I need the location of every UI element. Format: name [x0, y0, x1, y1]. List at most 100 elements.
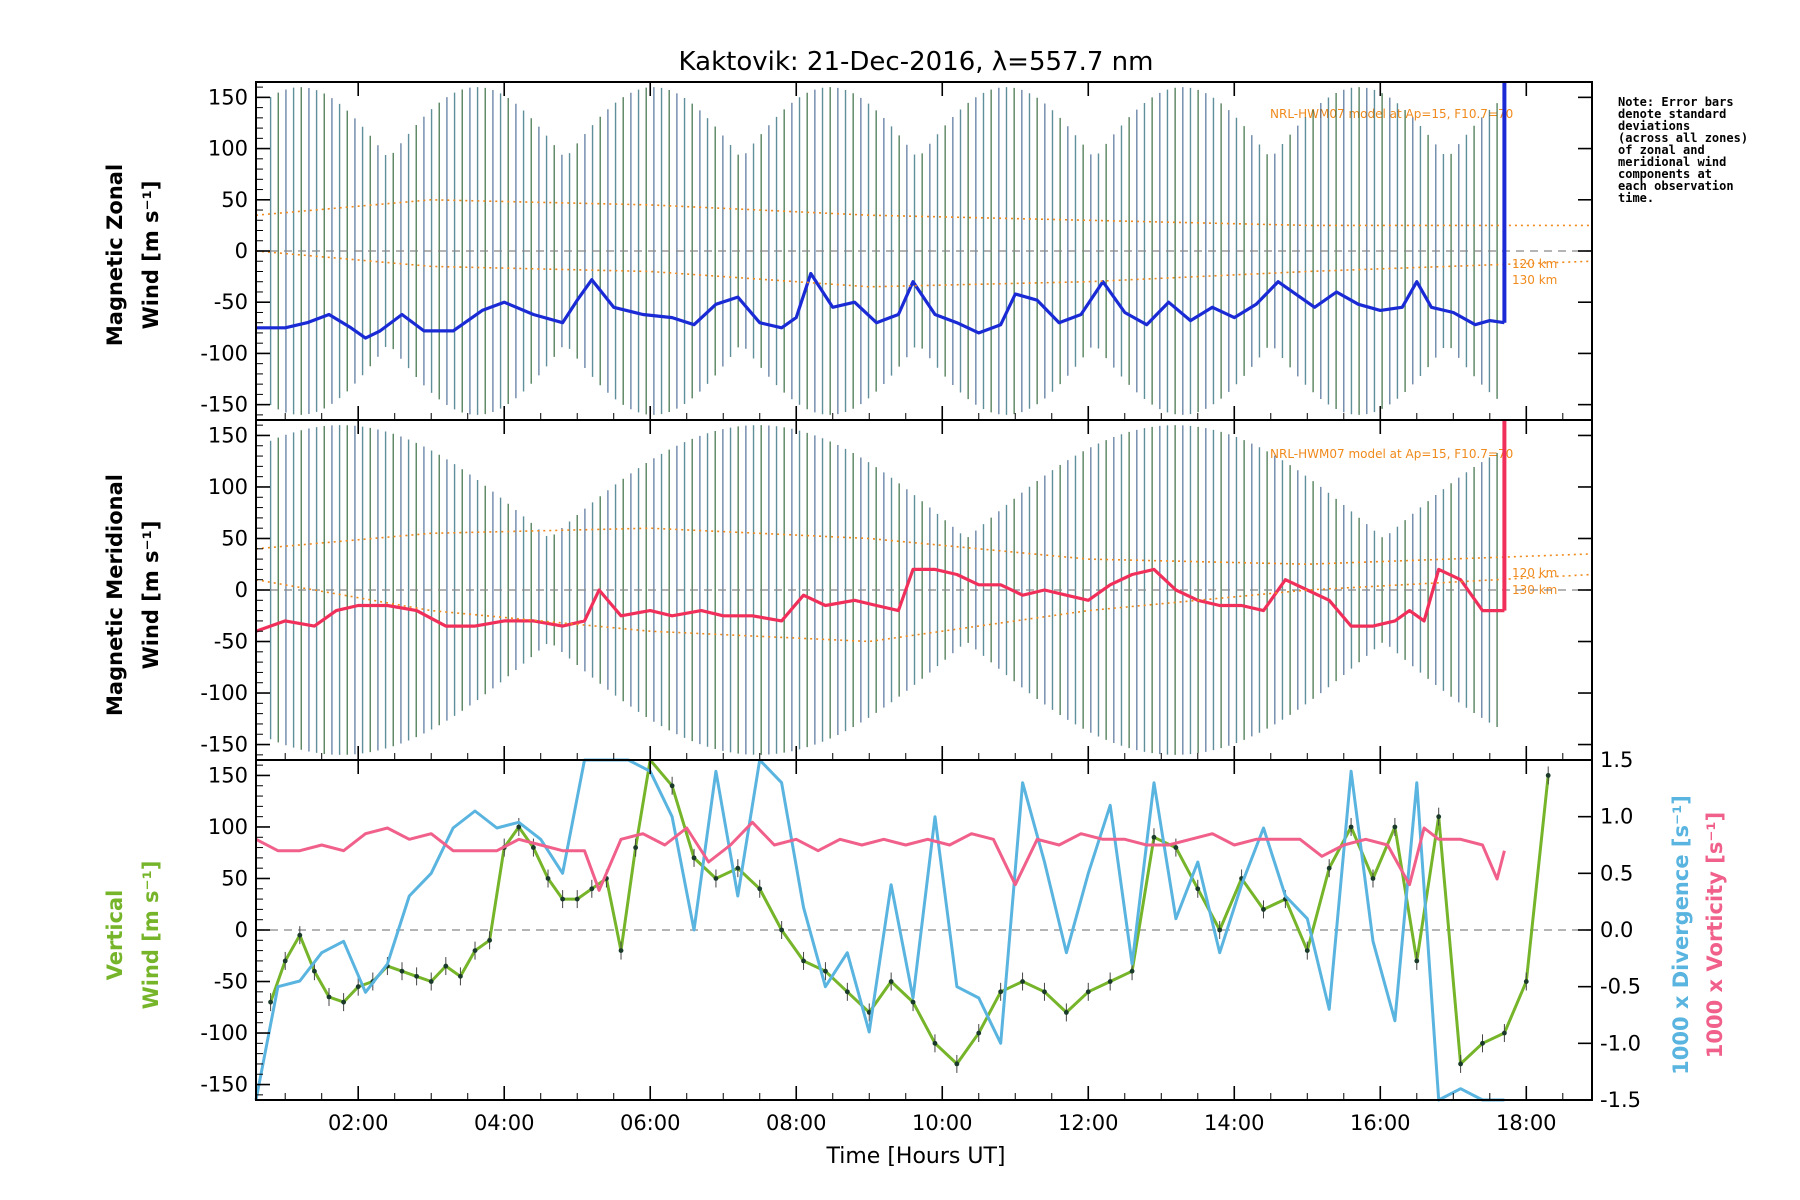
- x-tick-label: 04:00: [474, 1111, 535, 1135]
- y-tick-label: 100: [208, 137, 248, 161]
- y-tick-label: -100: [200, 681, 248, 705]
- vorticity-ylabel: 1000 x Vorticity [s⁻¹]: [1703, 812, 1727, 1058]
- vertical-point: [589, 886, 595, 892]
- y-tick-label: 50: [221, 188, 248, 212]
- note-line-7: components at: [1618, 167, 1712, 181]
- vertical-point: [844, 989, 850, 995]
- x-tick-label: 12:00: [1058, 1111, 1119, 1135]
- meridional-alt-label-120: 120 km: [1512, 566, 1557, 580]
- vertical-point: [998, 989, 1004, 995]
- zonal-model-label: NRL-HWM07 model at Ap=15, F10.7=70: [1270, 107, 1513, 121]
- vertical-point: [1501, 1030, 1507, 1036]
- note-line-3: deviations: [1618, 119, 1690, 133]
- y-tick-label: 0: [235, 239, 248, 263]
- y-tick-label: -150: [200, 393, 248, 417]
- vertical-point: [669, 783, 675, 789]
- vertical-point: [976, 1030, 982, 1036]
- y2-tick-label: -0.5: [1600, 975, 1641, 999]
- vertical-point: [312, 968, 317, 974]
- series-line: [255, 567, 1505, 633]
- series-line: [255, 250, 1593, 288]
- axes-layer: -150 -100 -50 0 50 100 150 -150 -100 -50 0 50 100 150…: [200, 81, 1641, 1135]
- vertical-point: [1348, 824, 1354, 830]
- zonal-ylabel-line1: Magnetic Zonal: [103, 164, 127, 346]
- vertical-point: [1129, 968, 1135, 974]
- vertical-point: [932, 1040, 938, 1046]
- y2-tick-label: 0.0: [1600, 918, 1633, 942]
- chart-title: Kaktovik: 21-Dec-2016, λ=557.7 nm: [679, 47, 1154, 77]
- y-tick-label: 150: [208, 423, 248, 447]
- y-tick-label: 150: [208, 85, 248, 109]
- vertical-point: [458, 973, 463, 979]
- vertical-point: [545, 876, 551, 881]
- vertical-point: [1458, 1061, 1463, 1067]
- vertical-point: [1085, 989, 1091, 995]
- vertical-point: [560, 896, 566, 902]
- y2-tick-label: 1.0: [1600, 805, 1633, 829]
- vertical-point: [691, 855, 697, 861]
- y2-tick-label: -1.0: [1600, 1031, 1641, 1055]
- vertical-point: [531, 845, 536, 850]
- vertical-point: [801, 958, 806, 964]
- vertical-point: [888, 979, 894, 984]
- x-tick-label: 08:00: [766, 1111, 827, 1135]
- vertical-point: [282, 958, 288, 964]
- x-tick-label: 02:00: [328, 1111, 389, 1135]
- y2-tick-label: 1.5: [1600, 748, 1633, 772]
- note-line-6: meridional wind: [1618, 155, 1726, 169]
- y-tick-label: -50: [214, 970, 248, 994]
- y-tick-label: -50: [214, 290, 248, 314]
- vertical-point: [757, 886, 763, 892]
- y-tick-label: -150: [200, 733, 248, 757]
- note-line-2: denote standard: [1618, 107, 1726, 121]
- vertical-point: [516, 824, 522, 830]
- vertical-point: [779, 927, 785, 933]
- vertical-point: [1392, 824, 1398, 830]
- y-tick-label: -100: [200, 1021, 248, 1045]
- y2-tick-label: -1.5: [1600, 1088, 1641, 1112]
- vertical-point: [399, 968, 405, 974]
- divergence-ylabel: 1000 x Divergence [s⁻¹]: [1669, 795, 1693, 1075]
- x-tick-label: 06:00: [620, 1111, 681, 1135]
- x-axis-label: Time [Hours UT]: [826, 1144, 1006, 1169]
- grid-layer: [256, 250, 1592, 931]
- vertical-point: [443, 963, 449, 969]
- vertical-point: [428, 979, 434, 984]
- vertical-point: [1370, 876, 1376, 881]
- vertical-point: [735, 865, 741, 871]
- vertical-point: [355, 984, 361, 990]
- vertical-point: [487, 937, 493, 943]
- y2-tick-label: 0.5: [1600, 861, 1633, 885]
- vertical-ylabel-line2: Wind [m s⁻¹]: [139, 861, 163, 1010]
- note-line-1: Note: Error bars: [1618, 95, 1734, 109]
- vertical-point: [341, 999, 347, 1005]
- note-line-5: of zonal and: [1618, 143, 1705, 157]
- vertical-point: [1063, 1010, 1069, 1015]
- vertical-point: [910, 999, 916, 1005]
- vertical-point: [268, 999, 274, 1005]
- series-line: [269, 758, 1550, 1066]
- series-layer: [254, 82, 1593, 1102]
- vertical-point: [1326, 865, 1332, 871]
- vertical-point: [472, 948, 478, 954]
- vertical-point: [1173, 845, 1179, 850]
- vertical-point: [1151, 834, 1157, 840]
- note-line-9: time.: [1618, 191, 1654, 205]
- note-line-4: (across all zones): [1618, 131, 1748, 145]
- vertical-ylabel-line1: Vertical: [103, 890, 127, 981]
- vertical-point: [1480, 1040, 1485, 1046]
- series-line: [256, 271, 1505, 340]
- meridional-ylabel-line2: Wind [m s⁻¹]: [139, 521, 163, 670]
- vertical-point: [1545, 773, 1551, 778]
- vertical-point: [823, 968, 828, 974]
- zonal-alt-label-130: 130 km: [1512, 273, 1557, 287]
- vertical-point: [1107, 979, 1113, 984]
- meridional-model-label: NRL-HWM07 model at Ap=15, F10.7=70: [1270, 447, 1513, 461]
- note-line-8: each observation: [1618, 179, 1734, 193]
- y-tick-label: -150: [200, 1073, 248, 1097]
- x-tick-label: 10:00: [912, 1111, 973, 1135]
- series-line: [255, 527, 1593, 566]
- vertical-point: [1436, 814, 1442, 820]
- vertical-point: [1042, 989, 1047, 995]
